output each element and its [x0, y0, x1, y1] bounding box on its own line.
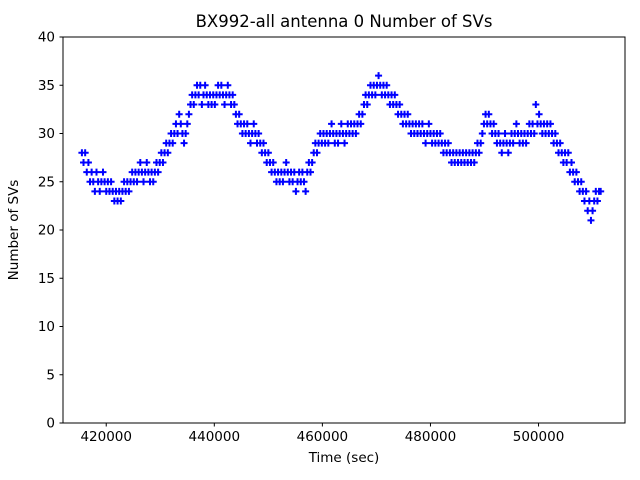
y-tick-label: 15 — [38, 271, 55, 287]
y-axis-label: Number of SVs — [6, 180, 22, 281]
x-tick-label: 480000 — [405, 429, 457, 445]
y-tick-label: 5 — [46, 367, 55, 383]
y-tick-label: 40 — [38, 30, 55, 46]
y-axis-ticks: 0 5 10 15 20 25 30 35 40 — [38, 30, 63, 432]
data-points — [78, 72, 605, 224]
x-axis-ticks: 420000 440000 460000 480000 500000 — [80, 423, 564, 445]
y-tick-label: 10 — [38, 319, 55, 335]
x-tick-label: 440000 — [189, 429, 241, 445]
x-tick-label: 420000 — [80, 429, 132, 445]
sv-scatter-markers — [78, 72, 605, 224]
y-tick-label: 20 — [38, 223, 55, 239]
plot-border — [62, 36, 626, 424]
y-tick-label: 35 — [38, 78, 55, 94]
x-tick-label: 500000 — [513, 429, 565, 445]
x-axis-label: Time (sec) — [308, 450, 380, 466]
y-tick-label: 0 — [46, 416, 55, 432]
chart-title: BX992-all antenna 0 Number of SVs — [196, 12, 493, 31]
x-tick-label: 460000 — [297, 429, 349, 445]
y-tick-label: 25 — [38, 174, 55, 190]
y-tick-label: 30 — [38, 126, 55, 142]
